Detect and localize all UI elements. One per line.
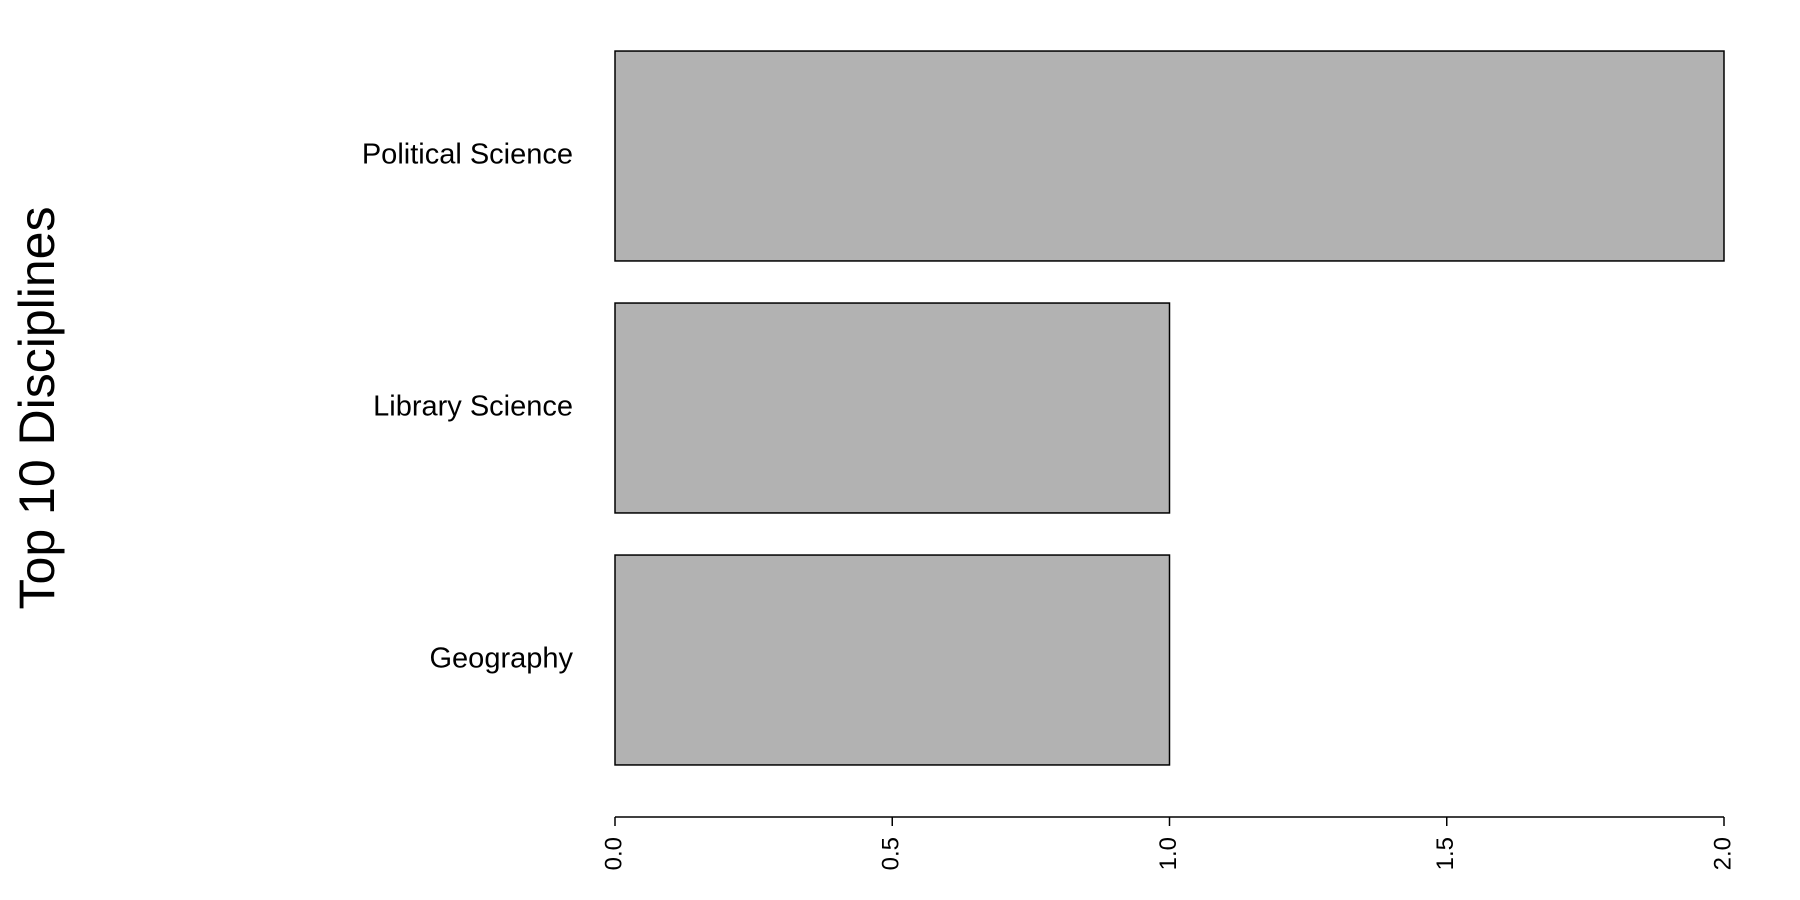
category-labels-group: Geography Library Science Political Scienc… [362,139,574,675]
x-tick-label-1-0: 1.0 [1155,837,1182,870]
bars-group [614,50,1725,766]
category-label-geography: Geography [430,643,574,675]
x-tick-label-0-0: 0.0 [600,837,627,870]
category-label-political-science: Political Science [362,139,573,171]
x-axis: 0.0 0.5 1.0 1.5 2.0 [600,816,1736,870]
x-tick-label-2-0: 2.0 [1709,837,1736,870]
bar-political-science [614,50,1725,262]
bar-library-science [614,302,1171,514]
y-axis-title: Top 10 Disciplines [9,207,65,610]
bar-geography [614,554,1171,766]
category-label-library-science: Library Science [373,391,573,423]
x-tick-label-0-5: 0.5 [878,837,905,870]
x-tick-label-1-5: 1.5 [1432,837,1459,870]
